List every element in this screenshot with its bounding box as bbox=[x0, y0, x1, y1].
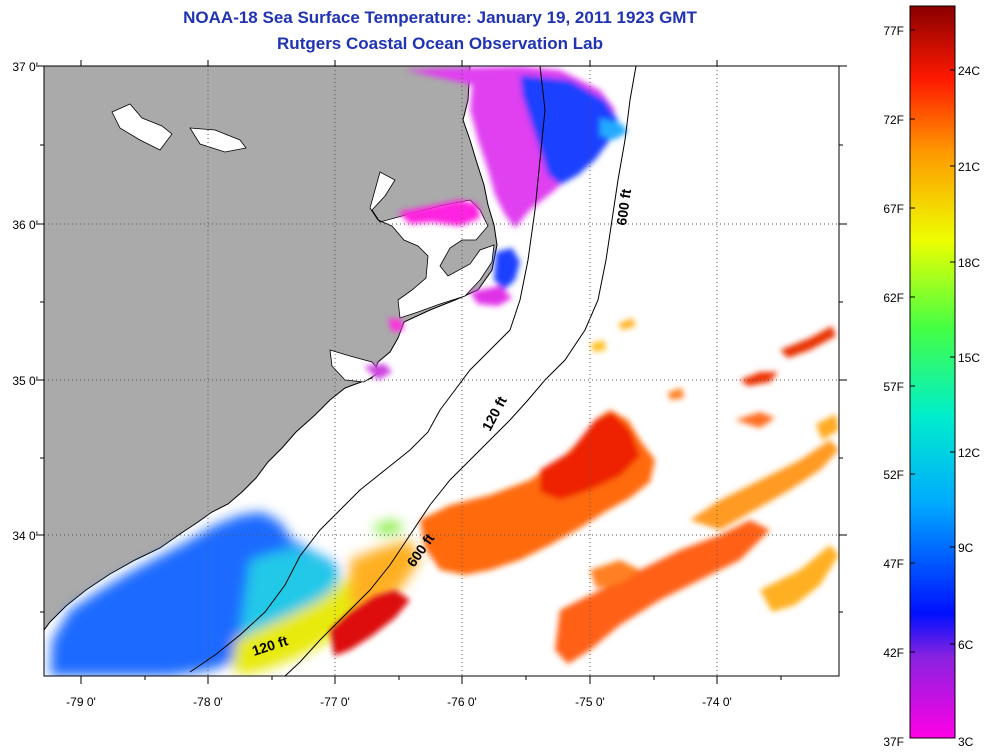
sst-south-patches bbox=[50, 512, 420, 676]
colorbar-fahrenheit-labels: 77F 72F 67F 62F 57F 52F 47F 42F 37F bbox=[883, 24, 904, 749]
colorbar-ticks bbox=[910, 29, 955, 653]
cbar-c-9: 9C bbox=[958, 541, 974, 555]
cbar-f-77: 77F bbox=[883, 24, 904, 38]
map-subtitle: Rutgers Coastal Ocean Observation Lab bbox=[277, 34, 603, 53]
lat-label-34: 34 0' bbox=[12, 529, 38, 543]
cbar-f-62: 62F bbox=[883, 291, 904, 305]
land-mass bbox=[44, 66, 498, 631]
lon-label-77: -77 0' bbox=[320, 695, 350, 709]
temperature-colorbar bbox=[909, 5, 956, 739]
lat-label-35: 35 0' bbox=[12, 374, 38, 388]
lat-label-36: 36 0' bbox=[12, 218, 38, 232]
cbar-f-47: 47F bbox=[883, 557, 904, 571]
lon-label-74: -74 0' bbox=[702, 695, 732, 709]
latitude-labels: 37 0' 36 0' 35 0' 34 0' bbox=[12, 60, 38, 543]
cbar-f-67: 67F bbox=[883, 202, 904, 216]
bathymetry-contours bbox=[189, 66, 637, 676]
colorbar-celsius-labels: 24C 21C 18C 15C 12C 9C 6C 3C bbox=[958, 64, 980, 749]
cbar-c-21: 21C bbox=[958, 160, 980, 174]
cbar-c-24: 24C bbox=[958, 64, 980, 78]
contour-label-600ft-north: 600 ft bbox=[613, 188, 634, 227]
cbar-c-15: 15C bbox=[958, 351, 980, 365]
cbar-c-12: 12C bbox=[958, 446, 980, 460]
cbar-f-42: 42F bbox=[883, 646, 904, 660]
longitude-labels: -79 0' -78 0' -77 0' -76 0' -75 0' -74 0… bbox=[66, 695, 732, 709]
cbar-c-6: 6C bbox=[958, 638, 974, 652]
lon-label-79: -79 0' bbox=[66, 695, 96, 709]
lon-label-78: -78 0' bbox=[193, 695, 223, 709]
map-frame bbox=[43, 65, 840, 677]
cbar-f-72: 72F bbox=[883, 113, 904, 127]
cbar-f-52: 52F bbox=[883, 468, 904, 482]
cbar-f-37: 37F bbox=[883, 735, 904, 749]
sst-offshore-patches bbox=[330, 318, 839, 664]
lon-label-75: -75 0' bbox=[575, 695, 605, 709]
cbar-c-3: 3C bbox=[958, 735, 974, 749]
cbar-c-18: 18C bbox=[958, 256, 980, 270]
map-gridlines bbox=[44, 66, 839, 676]
map-title: NOAA-18 Sea Surface Temperature: January… bbox=[183, 8, 697, 27]
lon-label-76: -76 0' bbox=[447, 695, 477, 709]
lat-label-37: 37 0' bbox=[12, 60, 38, 74]
cbar-f-57: 57F bbox=[883, 380, 904, 394]
map-ticks bbox=[36, 60, 847, 684]
